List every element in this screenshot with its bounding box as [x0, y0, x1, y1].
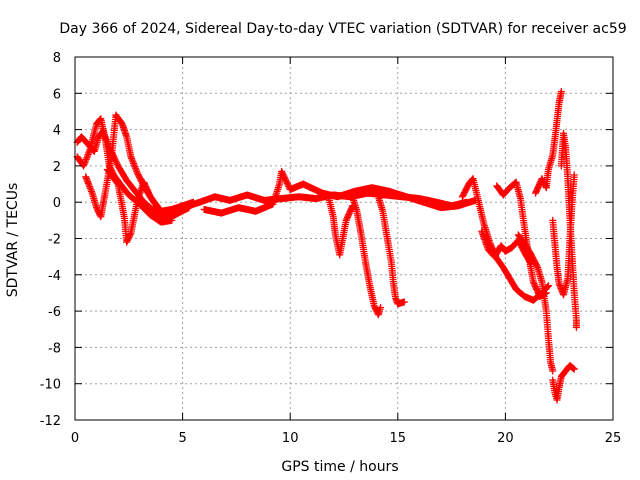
data-point — [400, 298, 408, 306]
x-tick-label: 25 — [605, 431, 622, 446]
data-point — [126, 231, 134, 239]
data-point — [123, 238, 131, 246]
data-point — [370, 302, 378, 310]
y-tick-label: -6 — [48, 305, 61, 320]
series-track-i — [374, 193, 408, 308]
y-tick-label: -4 — [48, 269, 61, 284]
data-point — [468, 176, 476, 184]
series-track-h — [349, 193, 385, 319]
x-tick-labels: 0 5 10 15 20 25 — [71, 431, 621, 446]
data-point — [123, 237, 131, 245]
x-tick-label: 0 — [71, 431, 79, 446]
data-point — [279, 170, 287, 178]
data-point — [570, 365, 578, 373]
series-track-l — [493, 178, 550, 301]
y-tick-label: 0 — [53, 196, 61, 211]
data-point — [283, 178, 291, 186]
series-track-p — [557, 129, 580, 331]
data-point — [111, 156, 119, 164]
data-point — [544, 282, 552, 290]
series-track-n — [532, 87, 565, 197]
y-tick-label: 2 — [53, 160, 61, 175]
data-point — [282, 176, 290, 184]
data-point — [126, 232, 134, 240]
x-tick-label: 20 — [497, 431, 514, 446]
y-tick-label: 4 — [53, 124, 61, 139]
data-point — [557, 87, 565, 95]
y-tick-label: -2 — [48, 233, 61, 248]
data-point — [113, 159, 121, 167]
data-point — [125, 234, 133, 242]
x-axis-label: GPS time / hours — [281, 459, 398, 475]
data-point — [572, 323, 580, 331]
data-point — [113, 179, 121, 187]
y-tick-label: 6 — [53, 87, 61, 102]
data-point — [280, 172, 288, 180]
data-point — [284, 181, 292, 189]
data-point — [549, 367, 557, 375]
data-point — [278, 167, 286, 175]
data-point — [533, 262, 541, 270]
grid-lines — [75, 57, 613, 420]
x-tick-label: 15 — [390, 431, 407, 446]
data-point — [377, 303, 385, 311]
series-track-m — [514, 231, 557, 375]
y-tick-label: 8 — [53, 51, 61, 66]
data-point — [124, 235, 132, 243]
data-point — [538, 175, 546, 183]
series-track-k — [478, 227, 535, 268]
axis-ticks — [74, 56, 614, 421]
data-point — [570, 171, 578, 179]
series-track-f — [200, 167, 479, 217]
data-point — [283, 179, 291, 187]
x-tick-label: 10 — [282, 431, 299, 446]
data-series — [73, 87, 580, 404]
chart-title: Day 366 of 2024, Sidereal Day-to-day VTE… — [59, 21, 626, 37]
y-tick-label: -8 — [48, 341, 61, 356]
series-track-g — [325, 195, 357, 259]
data-point — [96, 116, 104, 124]
data-point — [278, 169, 286, 177]
series-track-q — [549, 362, 578, 404]
x-tick-label: 5 — [178, 431, 186, 446]
data-point — [281, 175, 289, 183]
data-point — [280, 173, 288, 181]
y-axis-label: SDTVAR / TECUs — [5, 183, 21, 298]
y-tick-labels: -12 -10 -8 -6 -4 -2 0 2 4 6 8 — [40, 51, 61, 429]
y-tick-label: -12 — [40, 414, 61, 429]
data-point — [569, 364, 577, 372]
y-tick-label: -10 — [40, 378, 61, 393]
data-point — [93, 204, 101, 212]
